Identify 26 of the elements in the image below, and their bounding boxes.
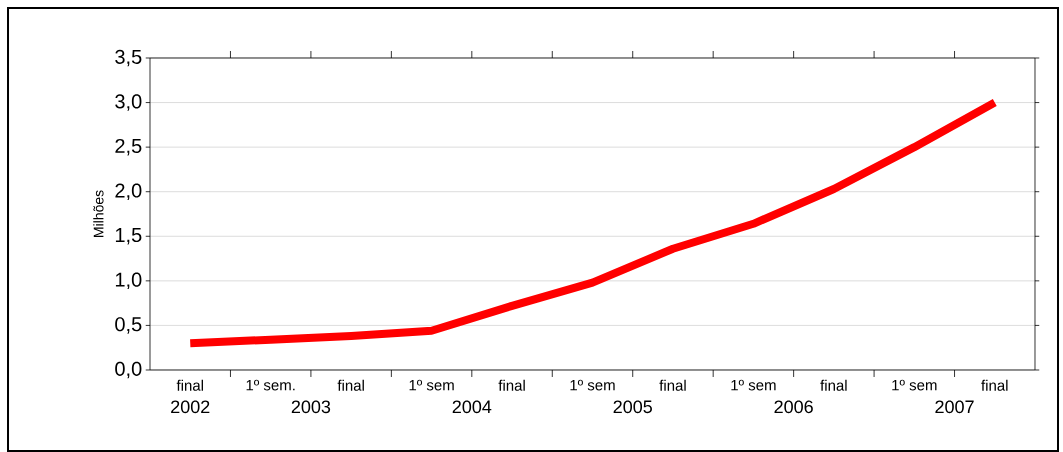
y-tick-label: 0,0 bbox=[115, 361, 142, 379]
text: 2004 bbox=[452, 400, 492, 414]
text: 2003 bbox=[291, 400, 331, 414]
x-tick-label: 1º sem. bbox=[246, 379, 295, 391]
x-tick-label: 1º sem bbox=[892, 379, 937, 391]
x-tick-label: final bbox=[337, 379, 364, 391]
text: 2007 bbox=[935, 400, 974, 414]
x-tick-label: final bbox=[820, 379, 847, 391]
x-tick-label: final bbox=[176, 379, 203, 391]
y-tick-label: 3,5 bbox=[115, 49, 142, 67]
x-tick-label: 1º sem bbox=[570, 379, 615, 391]
y-tick-label: 3,0 bbox=[115, 94, 142, 111]
y-tick-label: 2,5 bbox=[115, 138, 142, 156]
x-tick-label: final bbox=[981, 379, 1008, 391]
text: 2002 bbox=[171, 400, 210, 414]
x-tick-label: 1º sem bbox=[731, 379, 776, 391]
y-tick-label: 0,5 bbox=[115, 317, 142, 334]
x-tick-label: 1º sem bbox=[409, 379, 454, 391]
text: 2006 bbox=[774, 400, 813, 414]
y-tick-label: 1,5 bbox=[115, 228, 142, 245]
y-tick-label: 2,0 bbox=[115, 183, 142, 200]
y-tick-label: 1,0 bbox=[115, 272, 142, 290]
text: 2005 bbox=[613, 400, 652, 414]
x-tick-label: final bbox=[659, 379, 686, 391]
x-tick-label: final bbox=[498, 379, 525, 391]
y-axis-title: Milhões bbox=[93, 190, 104, 237]
